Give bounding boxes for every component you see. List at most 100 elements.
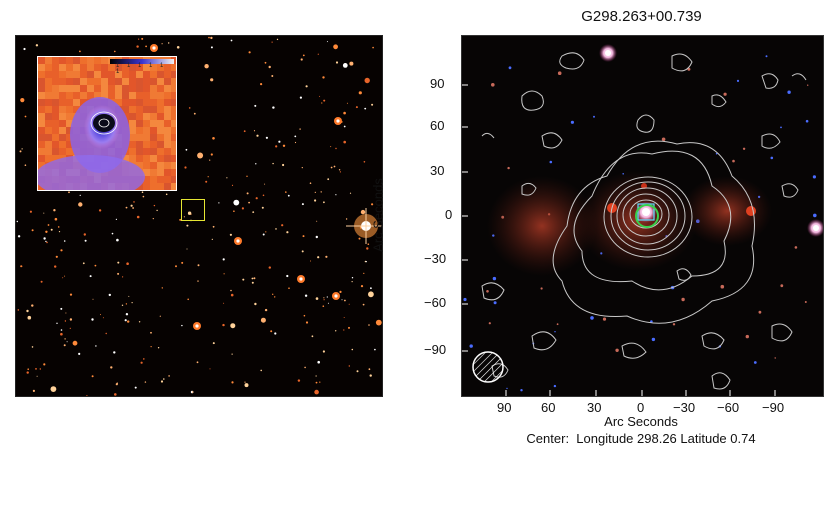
star [150, 331, 152, 334]
star [210, 36, 213, 40]
inset-pixel [122, 155, 129, 162]
star [265, 136, 268, 139]
inset-pixel [157, 120, 164, 127]
star [69, 293, 73, 296]
star [161, 287, 163, 289]
inset-pixel [115, 99, 122, 106]
halo-star-core [236, 239, 240, 243]
star [113, 351, 116, 354]
star [69, 318, 73, 321]
plot-title: G298.263+00.739 [581, 8, 702, 25]
star [223, 302, 225, 304]
inset-pixel [52, 141, 59, 148]
halo-star-core [195, 324, 199, 328]
inset-pixel [157, 92, 164, 99]
inset-pixel [38, 155, 45, 162]
star [130, 204, 133, 207]
star [50, 228, 53, 231]
star [233, 210, 235, 212]
star [251, 281, 254, 284]
inset-pixel [101, 57, 108, 64]
inset-pixel [136, 127, 143, 134]
star [127, 320, 130, 323]
faint-star [661, 137, 666, 142]
inset-pixel [164, 64, 171, 71]
zoom-inset-image: 1 1 1 1 1 1 [37, 56, 177, 191]
star [145, 45, 148, 48]
star [256, 134, 259, 137]
star [327, 302, 329, 304]
star [375, 319, 382, 326]
y-tick-label: −30 [424, 251, 447, 266]
y-tick-label: −90 [424, 342, 447, 357]
inset-pixel [94, 85, 101, 92]
star [17, 309, 20, 311]
inset-pixel [38, 127, 45, 134]
star [370, 287, 372, 290]
inset-pixel [59, 85, 66, 92]
star [333, 44, 338, 50]
inset-pixel [108, 78, 115, 85]
inset-pixel [87, 64, 94, 71]
left-star-field-image: 1 1 1 1 1 1 [15, 35, 383, 397]
star [265, 231, 267, 233]
star [72, 340, 78, 346]
inset-pixel [164, 169, 171, 176]
inset-pixel [80, 85, 87, 92]
inset-pixel [94, 64, 101, 71]
inset-pixel [164, 113, 171, 120]
star [40, 280, 43, 283]
star [243, 130, 246, 133]
faint-star [736, 79, 740, 82]
star [79, 50, 81, 53]
star [326, 296, 328, 298]
inset-pixel [122, 71, 129, 78]
inset-pixel [80, 71, 87, 78]
inset-pixel [115, 85, 122, 92]
star [27, 368, 29, 371]
star [54, 265, 57, 268]
inset-pixel [171, 183, 176, 190]
star [275, 228, 277, 230]
faint-star [758, 310, 762, 314]
star [196, 361, 199, 364]
faint-star [520, 389, 523, 392]
inset-heatmap [38, 57, 176, 190]
star [94, 264, 97, 267]
star [260, 83, 263, 86]
star [355, 106, 358, 109]
inset-pixel [164, 148, 171, 155]
star [335, 61, 339, 64]
inset-pixel [150, 134, 157, 141]
inset-pixel [150, 71, 157, 78]
inset-pixel [157, 113, 164, 120]
star [63, 240, 66, 242]
zoom-region-box [181, 199, 205, 221]
inset-pixel [59, 57, 66, 64]
inset-pixel [129, 134, 136, 141]
star [314, 389, 319, 395]
inset-pixel [143, 106, 150, 113]
inset-pixel [122, 78, 129, 85]
star [229, 233, 232, 236]
inset-pixel [87, 71, 94, 78]
inset-pixel [129, 85, 136, 92]
star [360, 209, 366, 215]
inset-pixel [38, 162, 45, 169]
star [29, 210, 32, 213]
inset-pixel [59, 134, 66, 141]
star [294, 141, 297, 144]
inset-pixel [143, 99, 150, 106]
inset-pixel [164, 141, 171, 148]
inset-pixel [66, 127, 73, 134]
star [242, 278, 245, 281]
inset-pixel [73, 99, 80, 106]
inset-pixel [129, 106, 136, 113]
star [64, 275, 66, 277]
star [368, 368, 371, 371]
star [343, 111, 346, 115]
star [134, 386, 137, 389]
star [358, 91, 362, 95]
inset-pixel [164, 78, 171, 85]
inset-pixel [136, 141, 143, 148]
